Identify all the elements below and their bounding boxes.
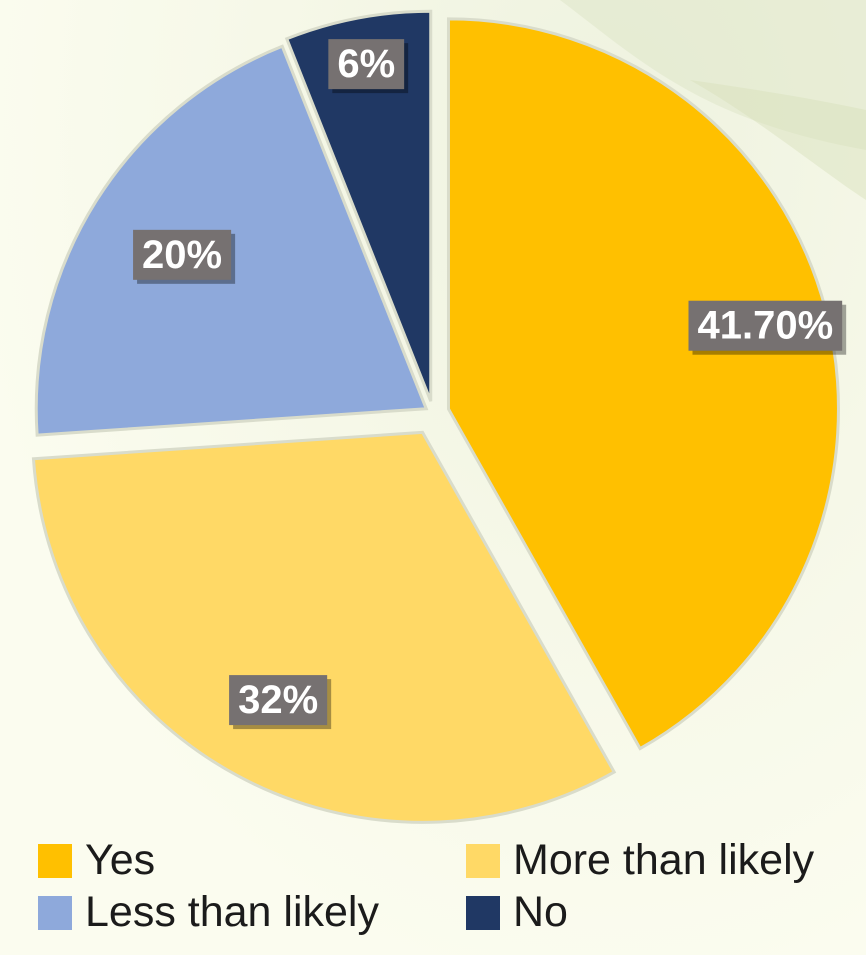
legend-item-more-than-likely: More than likely (466, 836, 814, 885)
legend-swatch-yes (38, 843, 72, 878)
data-label-yes: 41.70% (697, 304, 833, 348)
legend-label-no: No (513, 888, 568, 936)
data-label-more-than-likely: 32% (238, 678, 318, 722)
data-label-no: 6% (337, 42, 395, 86)
pie-slices (31, 9, 840, 824)
legend-swatch-more-than-likely (466, 843, 500, 878)
data-label-box-more-than-likely (229, 675, 328, 726)
legend-item-no: No (466, 888, 568, 937)
legend-label-less-than-likely: Less than likely (85, 888, 379, 936)
legend-swatch-less-than-likely (38, 895, 72, 930)
legend-item-less-than-likely: Less than likely (38, 888, 379, 937)
chart-legend: Yes More than likely Less than likely No (38, 836, 866, 955)
data-label-box-yes (688, 300, 843, 351)
pie-chart: 41.70% 32% 20% 6% (31, 9, 847, 824)
pie-slice-no (284, 9, 433, 402)
legend-swatch-no (466, 895, 500, 930)
data-label-less-than-likely: 20% (142, 233, 222, 277)
pie-slice-more-than-likely (31, 430, 617, 824)
legend-label-more-than-likely: More than likely (513, 836, 815, 884)
data-label-box-less-than-likely (133, 229, 232, 280)
pie-slice-less-than-likely (34, 44, 429, 437)
data-labels: 41.70% 32% 20% 6% (133, 39, 847, 730)
legend-label-yes: Yes (85, 836, 156, 884)
data-label-box-no (328, 39, 405, 90)
legend-item-yes: Yes (38, 836, 155, 885)
